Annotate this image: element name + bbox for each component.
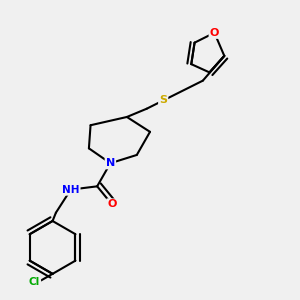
Text: O: O (107, 200, 117, 209)
Text: N: N (106, 158, 115, 168)
Text: NH: NH (62, 184, 80, 195)
Text: O: O (210, 28, 219, 38)
Text: Cl: Cl (29, 277, 40, 287)
Text: S: S (159, 95, 167, 106)
